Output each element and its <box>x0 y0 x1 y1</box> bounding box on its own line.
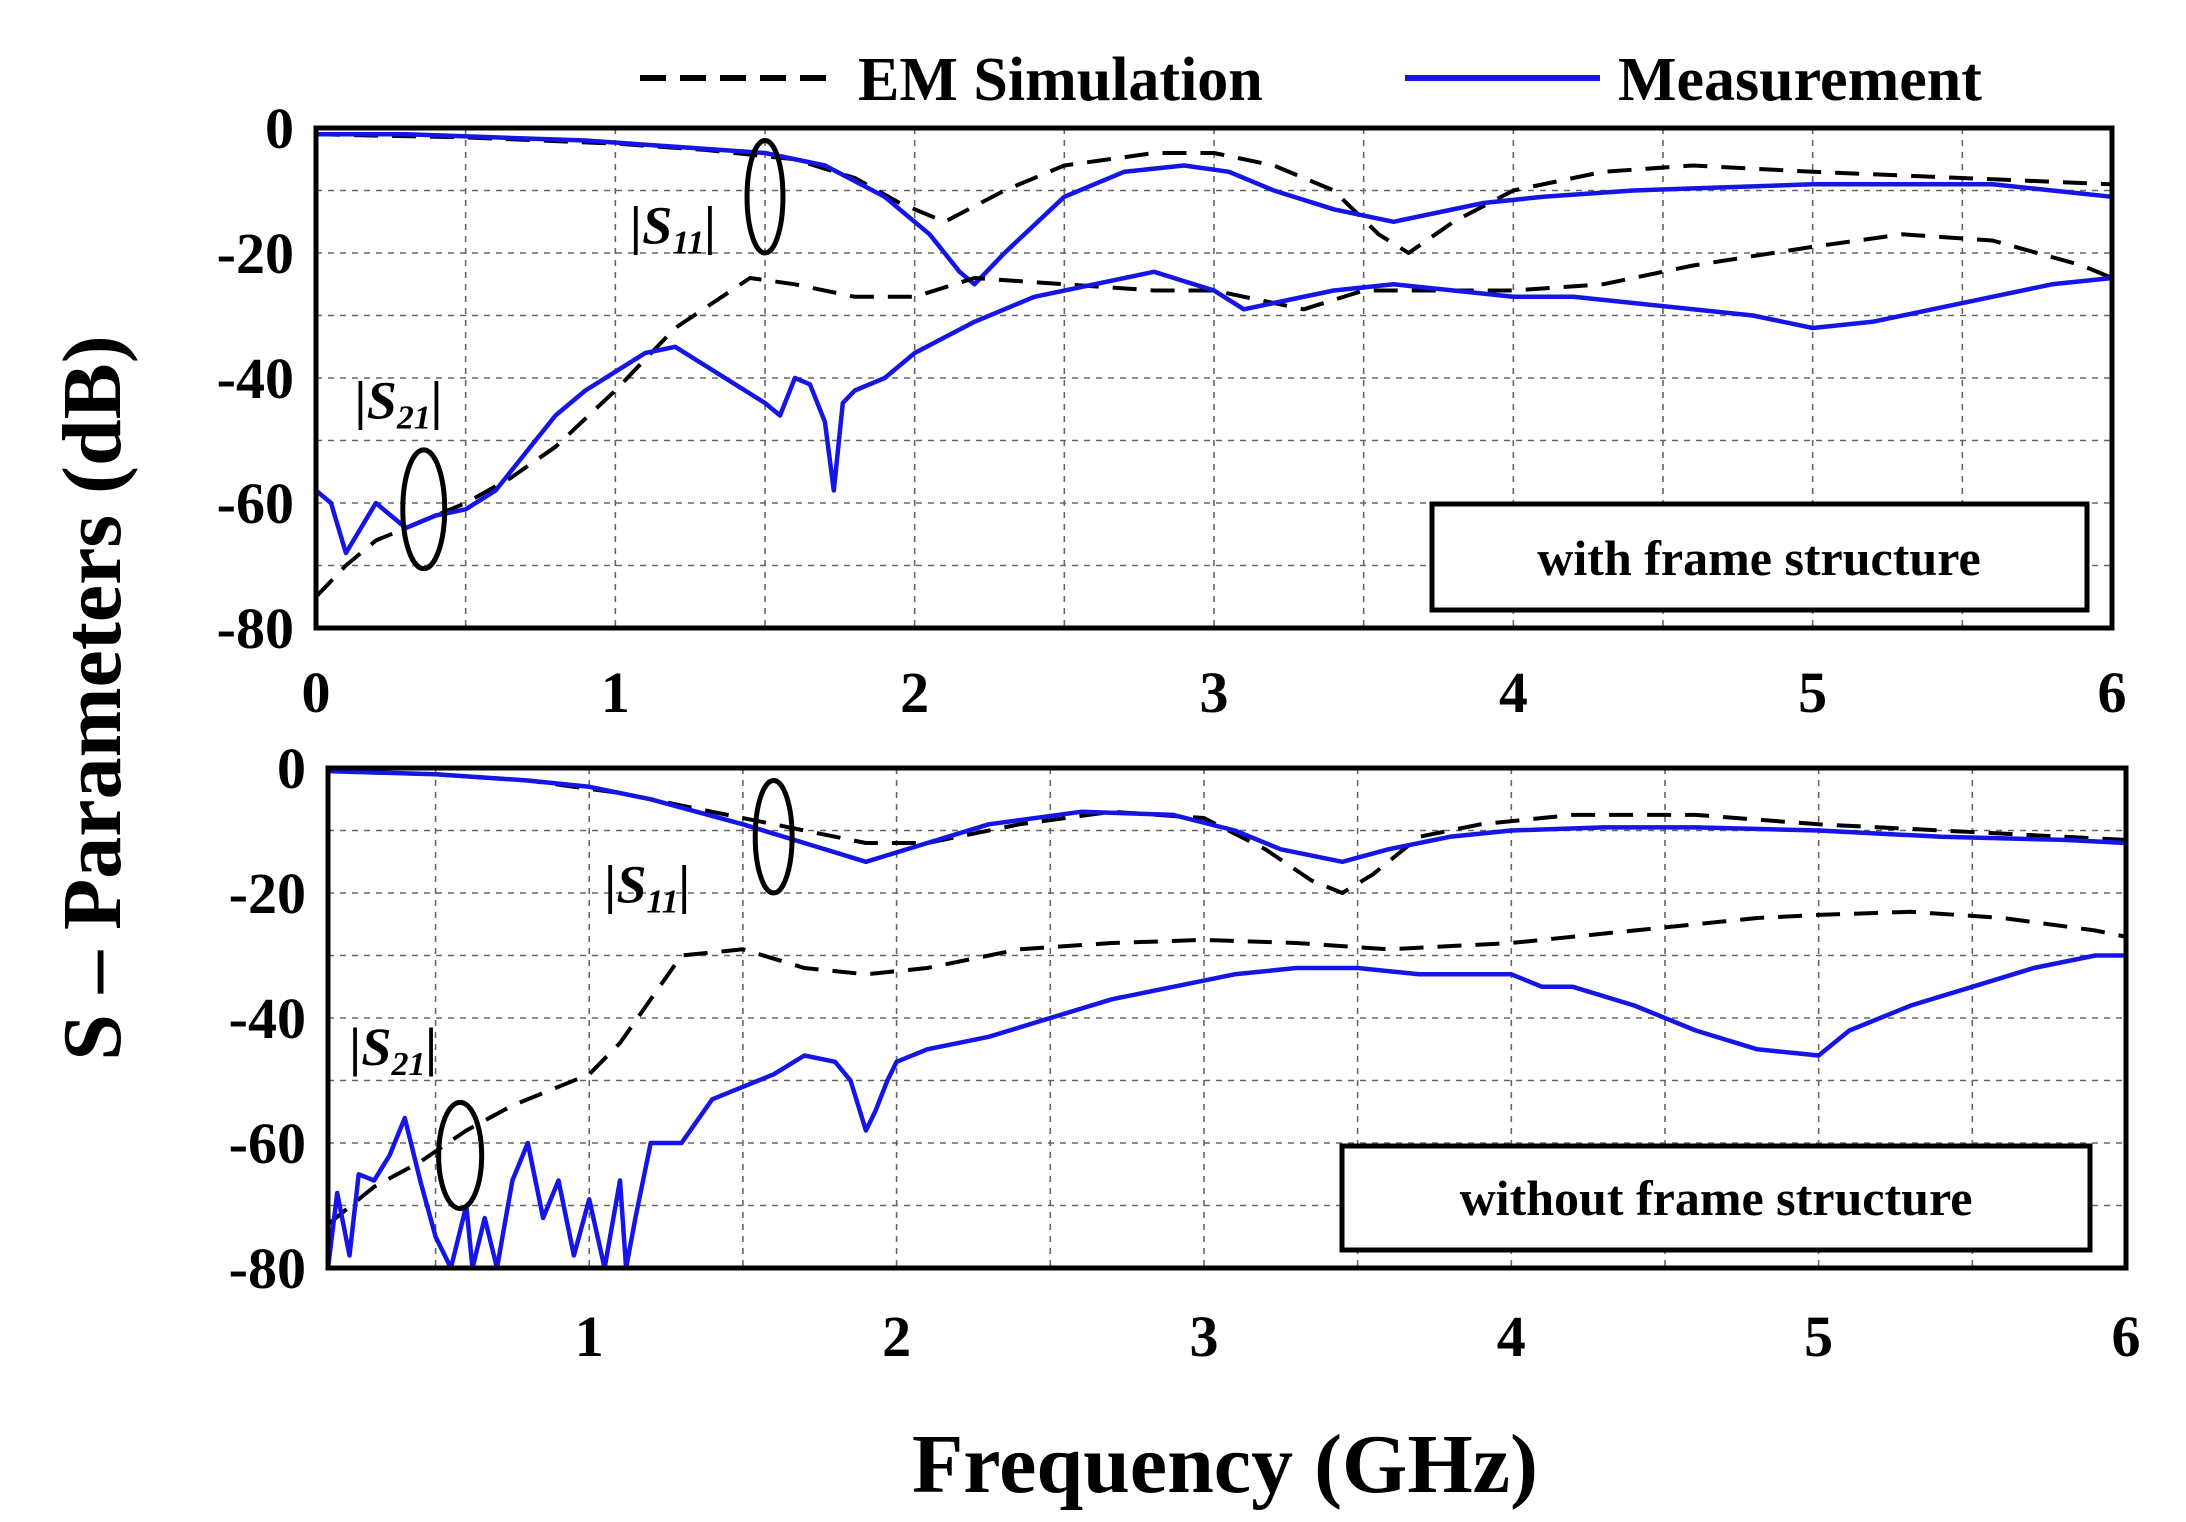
y-tick-label-top: -40 <box>217 346 294 411</box>
x-tick-label-top: 0 <box>302 660 331 725</box>
x-tick-label-bottom: 3 <box>1189 1304 1218 1369</box>
series-s11-measurement-bottom <box>327 768 2127 865</box>
y-axis-label: S – Parameters (dB) <box>46 335 139 1060</box>
series-bottom <box>325 768 2127 1271</box>
x-tick-label-bottom: 5 <box>1804 1304 1833 1369</box>
annotation-label-s11-top: |S11| <box>630 196 716 262</box>
y-tick-label-top: -80 <box>217 596 294 661</box>
annotation-label-s21-bottom: |S21| <box>350 1017 438 1083</box>
annotation-ellipse-top <box>400 447 448 572</box>
series-s21-measurement-bottom <box>325 953 2126 1271</box>
panel-without-frame: 1 2 3 4 5 6 0 -20 -40 -60 -80 |S11| |S21| without f… <box>229 736 2141 1369</box>
annotations-bottom: |S11| |S21| <box>350 778 795 1212</box>
x-tick-label-bottom: 6 <box>2112 1304 2141 1369</box>
y-tick-label-bottom: -80 <box>229 1236 306 1301</box>
x-tick-label-bottom: 4 <box>1497 1304 1526 1369</box>
x-tick-label-bottom: 1 <box>575 1304 604 1369</box>
series-s21-em-simulation-bottom <box>326 909 2127 1226</box>
annotation-label-s11-bottom: |S11| <box>605 854 691 920</box>
condition-box-top: with frame structure <box>1429 501 2090 613</box>
condition-box-bottom: without frame structure <box>1339 1143 2093 1253</box>
series-s11-em-simulation-top <box>315 132 2113 255</box>
y-tick-label-top: -60 <box>217 471 294 536</box>
series-s11-measurement-top <box>316 132 2113 287</box>
panel-with-frame: 0 1 2 3 4 5 6 0 -20 -40 -60 -80 |S11| |S21| with fra… <box>217 96 2127 725</box>
frame-bottom <box>325 765 2129 1271</box>
y-tick-label-top: -20 <box>217 221 294 286</box>
x-tick-label-bottom: 2 <box>882 1304 911 1369</box>
condition-label-top: with frame structure <box>1537 530 1980 586</box>
series-top <box>314 132 2113 599</box>
condition-box-bottom-frame <box>1339 1143 2093 1253</box>
x-tick-label-top: 3 <box>1200 660 1229 725</box>
annotations-top: |S11| |S21| <box>355 138 786 572</box>
y-tick-label-bottom: 0 <box>277 736 306 801</box>
y-tick-label-top: 0 <box>265 96 294 161</box>
frame-top <box>313 125 2115 631</box>
x-tick-label-top: 5 <box>1798 660 1827 725</box>
x-tick-label-top: 1 <box>601 660 630 725</box>
legend-measurement-label: Measurement <box>1618 46 1982 114</box>
legend-simulation-label: EM Simulation <box>858 46 1263 114</box>
condition-label-bottom: without frame structure <box>1460 1170 1973 1226</box>
x-tick-label-top: 6 <box>2098 660 2127 725</box>
annotation-label-s21-top: |S21| <box>355 371 443 437</box>
ticks-top: 0 1 2 3 4 5 6 0 -20 -40 -60 -80 <box>217 96 2127 725</box>
x-axis-label: Frequency (GHz) <box>912 1418 1538 1511</box>
annotation-ellipse-bottom <box>752 778 795 896</box>
legend: EM Simulation Measurement <box>640 46 1982 114</box>
y-tick-label-bottom: -60 <box>229 1111 306 1176</box>
condition-box-top-frame <box>1429 501 2090 613</box>
series-s21-em-simulation-top <box>314 232 2113 599</box>
ticks-bottom: 1 2 3 4 5 6 0 -20 -40 -60 -80 <box>229 736 2141 1369</box>
x-tick-label-top: 2 <box>900 660 929 725</box>
y-tick-label-bottom: -20 <box>229 861 306 926</box>
annotation-ellipse-top <box>744 138 786 256</box>
annotation-ellipse-bottom <box>436 1099 485 1212</box>
series-s21-measurement-top <box>314 269 2113 556</box>
y-tick-label-bottom: -40 <box>229 986 306 1051</box>
x-tick-label-top: 4 <box>1499 660 1528 725</box>
